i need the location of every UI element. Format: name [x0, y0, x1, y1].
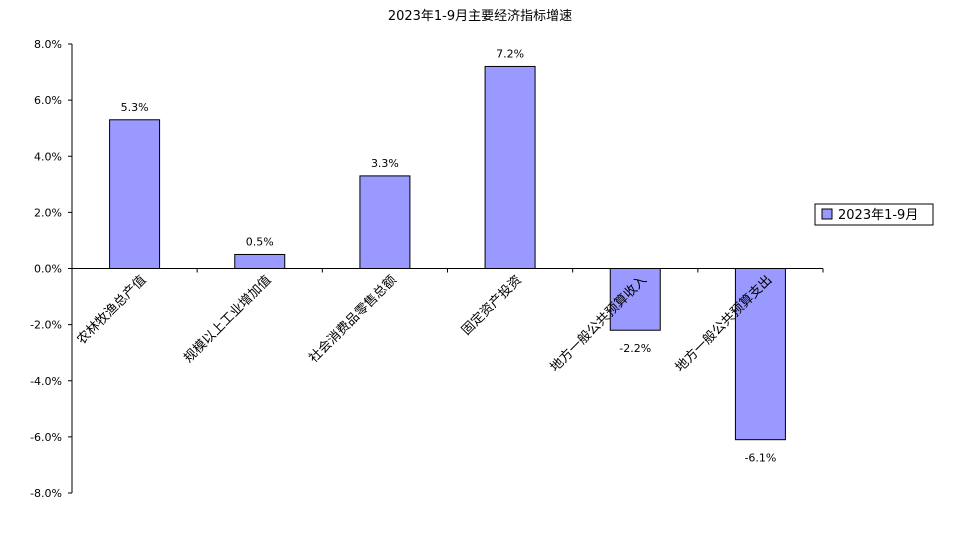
category-label: 社会消费品零售总额 [306, 272, 400, 366]
y-tick-label: -8.0% [30, 487, 62, 500]
data-label: 7.2% [496, 47, 524, 60]
bar [359, 175, 411, 269]
data-label: -6.1% [744, 452, 776, 465]
y-tick-label: -4.0% [30, 375, 62, 388]
bar [734, 268, 786, 441]
y-tick-label: -6.0% [30, 431, 62, 444]
legend: 2023年1-9月 [814, 203, 934, 226]
y-tick-label: 2.0% [34, 206, 62, 219]
y-tick-label: 0.0% [34, 263, 62, 276]
bar [234, 253, 286, 269]
category-label: 农林牧渔总产值 [74, 272, 150, 348]
category-label: 固定资产投资 [458, 272, 524, 338]
legend-label: 2023年1-9月 [838, 208, 918, 223]
bars-group [109, 65, 786, 441]
legend-box [814, 203, 934, 226]
data-label: 0.5% [246, 235, 274, 248]
y-tick-label: 6.0% [34, 94, 62, 107]
bar [109, 119, 161, 269]
y-tick-label: 8.0% [34, 38, 62, 51]
chart-title: 2023年1-9月主要经济指标增速 [388, 9, 572, 24]
category-label: 规模以上工业增加值 [181, 272, 275, 366]
data-label: -2.2% [619, 342, 651, 355]
data-label: 3.3% [371, 157, 399, 170]
data-label: 5.3% [121, 101, 149, 114]
bar [484, 65, 536, 269]
axes: 8.0% 6.0% 4.0% 2.0% 0.0% -2.0% -4.0% -6.0% -8.0% [30, 38, 824, 500]
bar [609, 268, 661, 331]
y-tick-label: -2.0% [30, 319, 62, 332]
y-tick-label: 4.0% [34, 150, 62, 163]
labels-group: 5.3% 农林牧渔总产值 0.5% 规模以上工业增加值 3.3% 社会消费品零售总额 7.2… [74, 47, 777, 464]
legend-swatch [821, 208, 833, 220]
